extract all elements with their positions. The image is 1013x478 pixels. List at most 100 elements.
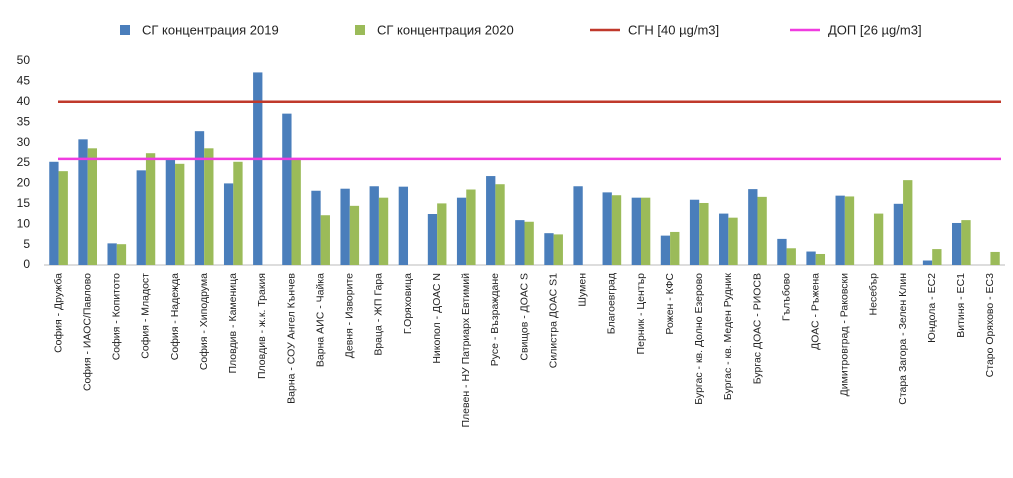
bar [282,113,292,265]
x-tick-label: Никопол - ДОАС N [431,273,443,364]
bar [49,161,59,265]
bar [340,188,350,265]
bar [116,244,127,265]
x-tick-label: Силистра ДОАС S1 [547,273,559,368]
bar [990,251,1000,265]
bar [78,139,88,265]
bar [631,197,641,265]
x-tick-label: Бургас - кв. Меден Рудник [722,273,734,401]
bar [640,197,651,265]
bar [349,205,360,265]
y-tick-label: 40 [17,94,31,108]
x-tick-label: Шумен [577,273,589,307]
bar [311,190,321,265]
x-tick-label: София - Хиподрума [198,273,210,370]
bar [320,215,330,265]
bar [194,131,205,265]
bar [204,148,214,265]
y-tick-label: 10 [17,216,31,230]
x-tick-label: Г.Оряховица [402,273,414,334]
x-tick-label: Юндола - ЕС2 [926,273,938,343]
x-tick-label: Пловдив - ж.к. Тракия [256,273,268,379]
y-tick-label: 15 [17,196,31,210]
bar [87,148,98,265]
bar [611,195,622,265]
bar [719,213,729,265]
x-tick-label: Варна - СОУ Ангел Кънчев [285,273,297,404]
bar [757,196,767,265]
x-tick-label: Пловдив - Каменица [227,273,239,374]
y-tick-label: 20 [17,176,31,190]
bar [437,203,447,265]
bar [573,186,583,265]
bar [553,234,563,265]
x-tick-label: Девня - Изворите [344,273,356,358]
y-tick-label: 0 [23,257,30,271]
y-tick-label: 35 [17,114,31,128]
bar [369,186,379,265]
bar [951,222,962,265]
bar [786,248,796,265]
bar [961,220,971,265]
bar [806,251,816,265]
bar [456,197,467,265]
x-tick-label: Гълъбово [780,273,792,321]
bar [748,189,758,265]
bar [466,189,476,265]
bar [427,214,438,265]
x-tick-label: Бургас ДОАС - РИОСВ [751,273,763,384]
x-tick-label: Враца - ЖП Гара [373,273,385,356]
x-tick-label: Русе - Възраждане [489,273,501,366]
bar [922,260,933,265]
bar [486,176,496,265]
y-tick-label: 5 [23,237,30,251]
bar [291,158,301,265]
bar [699,202,709,265]
legend-label: СГ концентрация 2020 [377,22,514,37]
y-tick-label: 45 [17,74,31,88]
bar [495,184,505,265]
x-tick-label: София - ИАОС/Павлово [81,273,93,391]
x-tick-label: ДОАС - Ръжена [809,273,821,350]
y-tick-label: 25 [17,155,31,169]
bar [893,203,904,265]
x-tick-label: Бургас - кв. Долно Езерово [693,273,705,405]
bar [602,192,612,265]
legend-label: СГН [40 µg/m3] [628,22,719,37]
bar [253,72,263,265]
x-tick-label: Перник - Център [635,273,647,355]
bar [145,153,156,265]
x-tick-label: Димитровград - Раковски [839,273,851,396]
bar [932,249,942,265]
y-tick-label: 30 [17,135,31,149]
bar [378,197,389,265]
bar [660,235,671,265]
x-tick-label: Витиня - ЕС1 [955,273,967,338]
x-tick-label: Рожен - КФС [664,273,676,335]
bar [107,243,117,265]
x-tick-label: Свищов - ДОАС S [518,273,530,361]
x-tick-label: Варна АИС - Чайка [314,273,326,367]
x-tick-label: София - Надежда [169,273,181,360]
bar [524,221,534,265]
legend-swatch [355,25,365,35]
bar [515,220,525,265]
legend-label: ДОП [26 µg/m3] [828,22,922,37]
bar [175,163,185,265]
bar [689,199,700,265]
bar [777,238,787,265]
bar [903,180,913,265]
x-tick-label: Стара Загора - Зелен Клин [897,273,909,405]
bar [815,253,826,265]
x-tick-label: София - Младост [140,273,152,359]
x-tick-label: Плевен - НУ Патриарх Евтимий [460,273,472,428]
bar [844,196,855,265]
bar [398,186,409,265]
bar [233,161,243,265]
x-tick-label: Несебър [868,273,880,316]
legend-label: СГ концентрация 2019 [142,22,279,37]
bar [136,170,146,265]
bar [58,171,68,265]
x-tick-label: София - Копитото [111,273,123,360]
